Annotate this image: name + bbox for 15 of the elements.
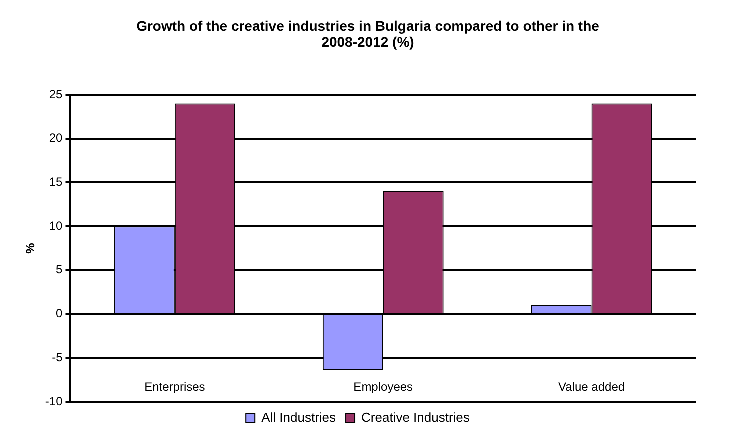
y-tick-label: 25: [49, 87, 64, 102]
chart-title: Growth of the creative industries in Bulgaria compared to other in the 2008-2012 (%): [136, 18, 600, 50]
y-tick-label: 0: [56, 306, 64, 321]
y-axis-title: %: [24, 242, 38, 254]
legend-label: Creative Industries: [362, 410, 470, 426]
y-tick-label: 15: [49, 175, 64, 190]
legend-label: All Industries: [262, 410, 337, 426]
y-tick-label: -10: [45, 394, 64, 408]
x-tick-label: Value added: [558, 380, 626, 394]
y-tick-label: -5: [52, 350, 64, 364]
x-tick-label: Employees: [354, 380, 414, 394]
x-tick-label: Enterprises: [144, 380, 206, 394]
y-tick-label: 10: [49, 218, 64, 233]
y-tick-label: 20: [49, 131, 64, 146]
y-tick-label: 5: [56, 262, 64, 277]
